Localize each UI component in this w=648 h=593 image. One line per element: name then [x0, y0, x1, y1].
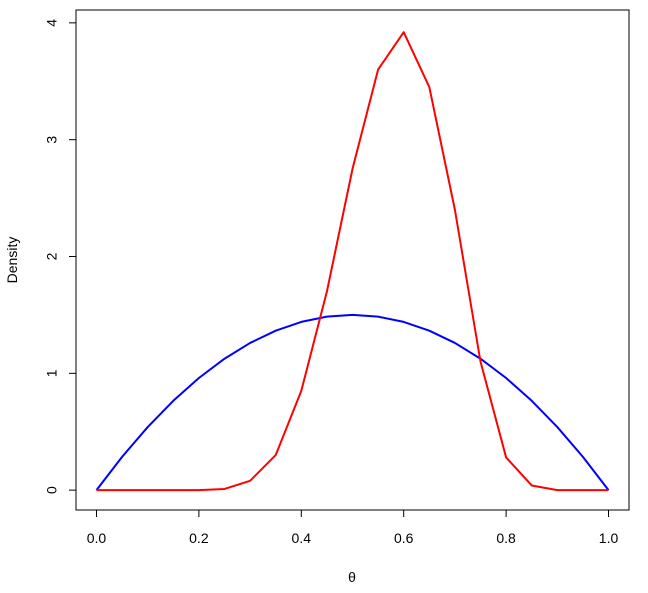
y-tick-label: 3 [44, 136, 60, 144]
y-tick-label: 2 [44, 252, 60, 260]
plot-box [75, 9, 630, 511]
x-tick-label: 0.4 [292, 530, 312, 546]
x-tick-label: 1.0 [599, 530, 619, 546]
y-tick-label: 4 [44, 19, 60, 27]
x-tick-label: 0.6 [394, 530, 414, 546]
x-tick-label: 0.2 [189, 530, 209, 546]
line-series [96, 31, 609, 492]
x-tick-label: 0.0 [87, 530, 107, 546]
x-axis-label: θ [348, 569, 356, 585]
y-tick-label: 0 [44, 486, 60, 494]
x-tick-label: 0.8 [496, 530, 516, 546]
y-axis-label: Density [4, 237, 20, 284]
y-tick-label: 1 [44, 369, 60, 377]
line-series [95, 313, 610, 491]
